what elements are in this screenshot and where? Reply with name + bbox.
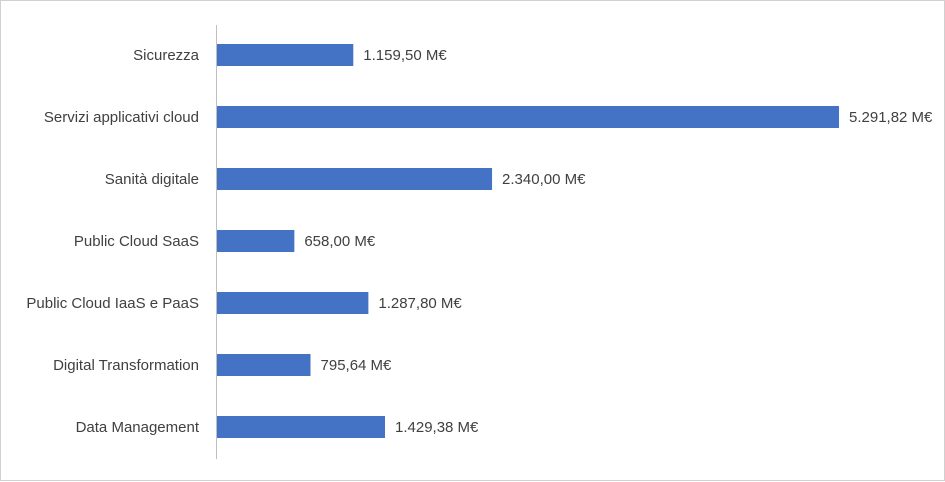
bar bbox=[217, 230, 295, 252]
category-label: Servizi applicativi cloud bbox=[44, 109, 199, 126]
category-label: Sanità digitale bbox=[105, 171, 199, 188]
data-label: 2.340,00 M€ bbox=[502, 171, 586, 188]
bar bbox=[217, 416, 386, 438]
data-label: 1.429,38 M€ bbox=[395, 419, 479, 436]
category-label: Public Cloud SaaS bbox=[74, 233, 199, 250]
bar bbox=[217, 354, 311, 376]
category-label: Data Management bbox=[76, 419, 200, 436]
data-label: 795,64 M€ bbox=[321, 357, 393, 374]
bar bbox=[217, 292, 369, 314]
data-label: 658,00 M€ bbox=[304, 233, 376, 250]
category-label: Sicurezza bbox=[133, 47, 200, 64]
bar bbox=[217, 168, 493, 190]
data-label: 5.291,82 M€ bbox=[849, 109, 933, 126]
data-label: 1.287,80 M€ bbox=[378, 295, 462, 312]
category-label: Digital Transformation bbox=[53, 357, 199, 374]
bar bbox=[217, 44, 354, 66]
bars-layer: Sicurezza 1.159,50 M€ Servizi applicativi … bbox=[26, 44, 933, 438]
data-label: 1.159,50 M€ bbox=[363, 47, 447, 64]
category-label: Public Cloud IaaS e PaaS bbox=[26, 295, 199, 312]
bar bbox=[217, 106, 839, 128]
